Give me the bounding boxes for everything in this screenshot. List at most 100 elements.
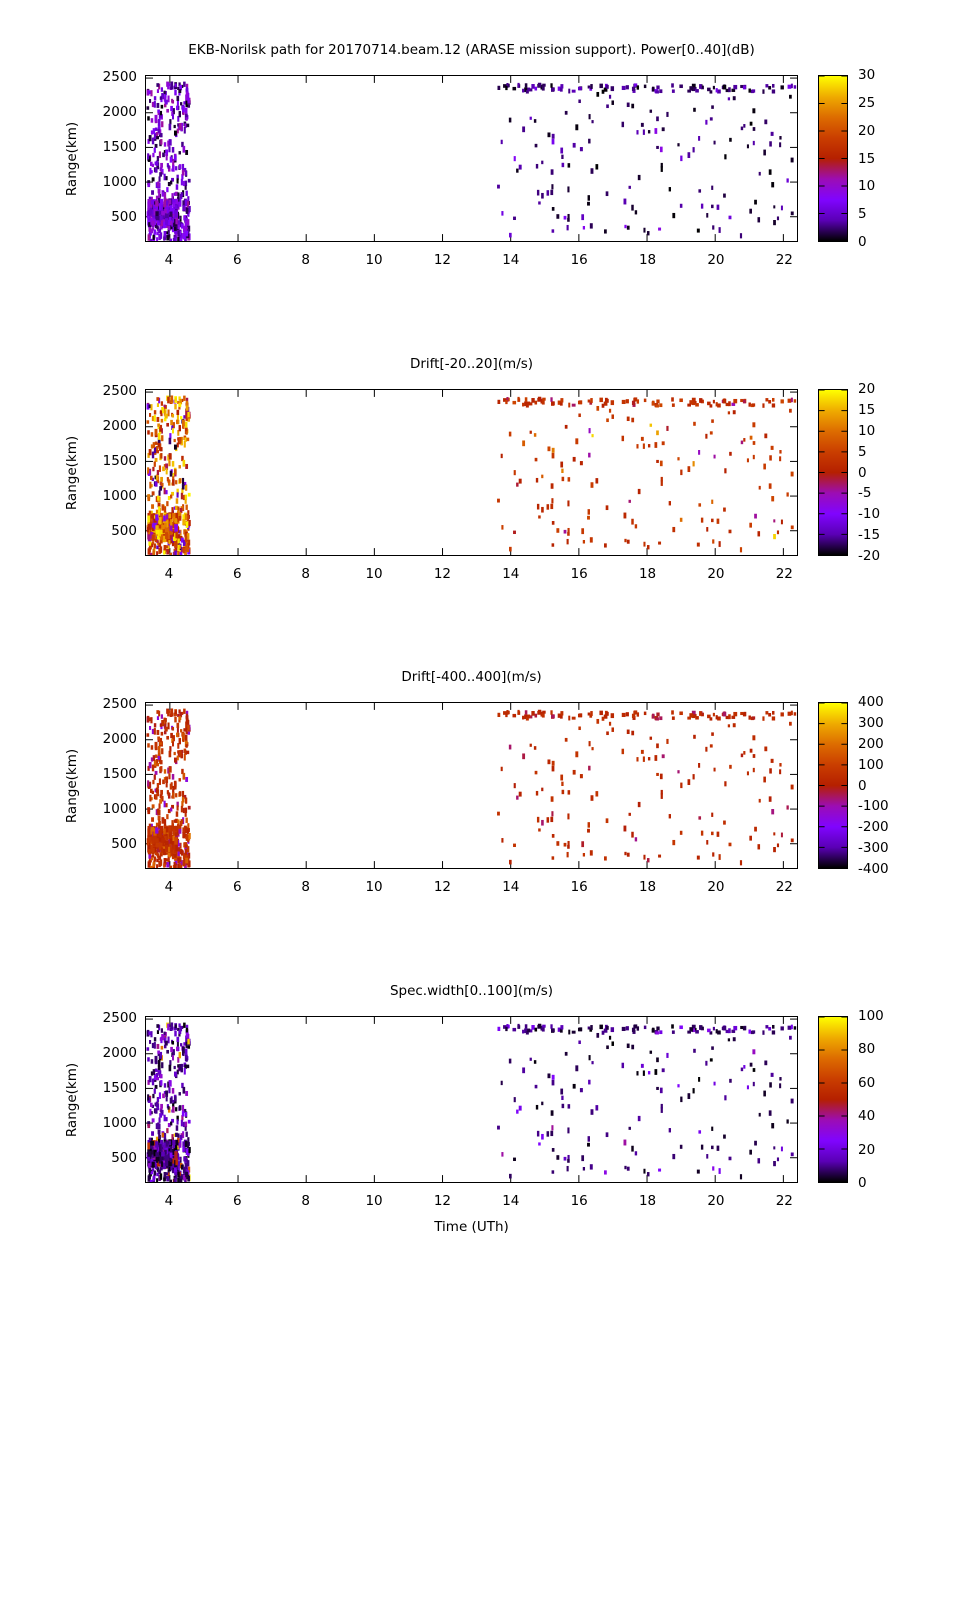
y-tick-label: 1000 [102,801,137,818]
x-tick-label: 4 [164,1193,174,1209]
cb-tick-label: 80 [858,1041,876,1058]
x-tick-label: 16 [570,566,588,582]
y-tick-label: 2000 [102,418,137,435]
cb-tick-label: 20 [858,381,876,397]
x-tick-label: 8 [301,1193,310,1209]
x-tick-label: 14 [502,566,520,582]
x-tick-label: 14 [502,252,520,268]
y-tick-label: 2000 [102,1045,137,1062]
cb-tick-label: 0 [858,234,867,250]
y-tick-label: 2500 [102,383,137,400]
x-tick-label: 8 [301,566,310,582]
x-tick-label: 14 [502,879,520,895]
cb-tick-label: 0 [858,464,867,481]
cb-tick-label: -200 [858,819,889,836]
panel-title: Drift[-20..20](m/s) [409,356,534,372]
x-tick-label: 12 [433,566,452,582]
x-tick-label: 12 [433,879,452,895]
x-tick-label: 20 [707,252,725,268]
x-tick-label: 22 [775,879,793,895]
x-tick-label: 8 [301,252,310,268]
cb-tick-label: 5 [858,443,867,460]
x-tick-label: 22 [775,1193,793,1209]
x-tick-label: 6 [233,566,242,582]
cb-tick-label: 100 [858,1008,884,1024]
cb-tick-label: 20 [858,1141,876,1158]
y-tick-label: 2500 [102,696,137,713]
x-tick-label: 20 [707,1193,725,1209]
y-tick-label: 1000 [102,1115,137,1132]
colorbar-ticks [819,1017,847,1182]
data-marks [146,81,797,241]
cb-tick-label: -100 [858,798,889,815]
colorbar-ticks [819,703,847,868]
cb-tick-label: -20 [858,548,881,564]
x-tick-label: 6 [233,1193,242,1209]
colorbar [818,702,848,869]
colorbar [818,75,848,242]
data-marks [146,395,797,555]
y-tick-label: 1500 [102,1080,137,1097]
data-marks [146,1022,797,1182]
x-tick-label: 16 [570,1193,588,1209]
y-tick-label: 2500 [102,69,137,86]
cb-tick-label: 40 [858,1108,876,1125]
x-tick-label: 6 [233,879,242,895]
plot-canvas [146,390,797,555]
cb-tick-label: -400 [858,861,889,877]
x-tick-label: 4 [164,879,174,895]
y-tick-label: 1500 [102,453,137,470]
x-tick-label: 10 [365,252,383,268]
y-tick-label: 2000 [102,104,137,121]
x-tick-label: 22 [775,566,793,582]
cb-tick-label: -15 [858,527,881,544]
cb-tick-label: 0 [858,777,867,794]
plot-area [145,702,798,869]
y-tick-label: 1000 [102,174,137,191]
colorbar-ticks [819,76,847,241]
y-tick-label: 1000 [102,488,137,505]
x-tick-label: 12 [433,252,452,268]
x-tick-label: 18 [638,1193,657,1209]
x-tick-label: 18 [638,566,657,582]
y-tick-label: 500 [111,523,137,540]
cb-tick-label: 10 [858,178,876,195]
cb-tick-label: 25 [858,94,876,111]
colorbar-ticks [819,390,847,555]
cb-tick-label: 300 [858,714,884,731]
plot-area [145,389,798,556]
cb-tick-label: 100 [858,756,884,773]
x-tick-label: 20 [707,566,725,582]
cb-tick-label: -5 [858,485,872,502]
x-tick-label: 10 [365,1193,383,1209]
plot-canvas [146,1017,797,1182]
y-tick-label: 2500 [102,1010,137,1027]
cb-tick-label: 10 [858,422,876,439]
x-tick-label: 14 [502,1193,520,1209]
y-tick-label: 500 [111,209,137,226]
cb-tick-label: 30 [858,67,876,83]
panel-title: Drift[-400..400](m/s) [401,669,542,685]
x-tick-label: 16 [570,252,588,268]
x-tick-label: 18 [638,252,657,268]
colorbar [818,1016,848,1183]
x-tick-label: 20 [707,879,725,895]
plot-canvas [146,703,797,868]
axis-ticks [146,1017,797,1182]
x-tick-label: 10 [365,566,383,582]
plot-canvas [146,76,797,241]
x-tick-label: 22 [775,252,793,268]
cb-tick-label: 5 [858,206,867,223]
plot-area [145,1016,798,1183]
cb-tick-label: 15 [858,150,876,167]
x-tick-label: 4 [164,566,174,582]
x-tick-label: 16 [570,879,588,895]
cb-tick-label: -300 [858,840,889,857]
y-tick-label: 1500 [102,139,137,156]
y-tick-label: 500 [111,836,137,853]
